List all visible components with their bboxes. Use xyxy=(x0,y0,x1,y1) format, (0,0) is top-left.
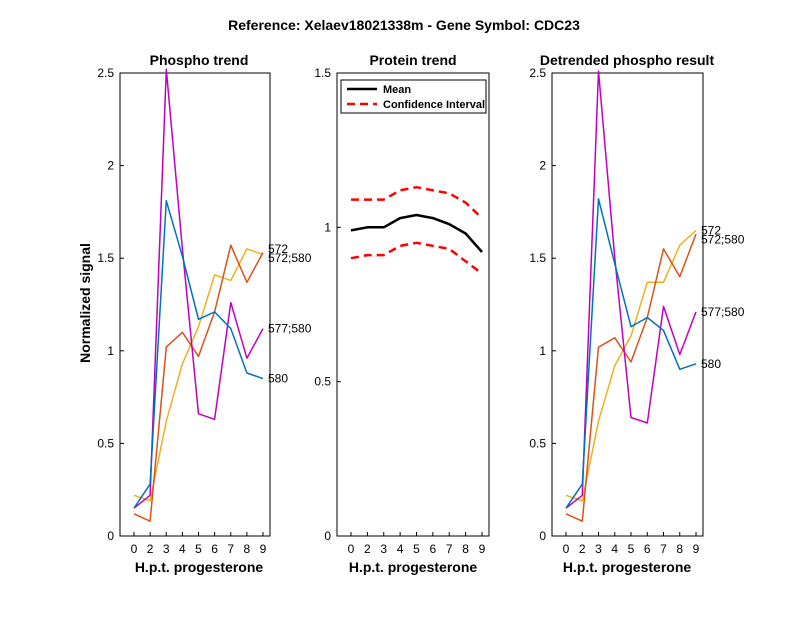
detrended-phospho-title: Detrended phospho result xyxy=(540,52,715,68)
detrended-end-label: 572 xyxy=(701,223,721,237)
detrended-series-580-line xyxy=(565,198,697,509)
detrended-y-tick-label: 1.5 xyxy=(529,251,546,265)
legend-mean-label: Mean xyxy=(383,84,411,96)
detrended-x-tick-label: 2 xyxy=(579,542,586,556)
phospho-x-tick-label: 7 xyxy=(227,542,234,556)
detrended-phospho-xlabel: H.p.t. progesterone xyxy=(563,559,692,575)
phospho-x-tick-label: 0 xyxy=(131,542,138,556)
phospho-trend-title: Phospho trend xyxy=(150,52,249,68)
phospho-end-label: 577;580 xyxy=(268,322,312,336)
phospho-x-tick-label: 3 xyxy=(163,542,170,556)
detrended-axes-box xyxy=(551,72,704,537)
phospho-end-label: 580 xyxy=(268,372,288,386)
phospho-x-tick-label: 8 xyxy=(244,542,251,556)
detrended-x-tick-label: 4 xyxy=(611,542,618,556)
detrended-series-572-580-line xyxy=(565,233,697,522)
phospho-trend-xlabel: H.p.t. progesterone xyxy=(135,559,264,575)
protein-axes-box xyxy=(336,72,490,537)
detrended-y-tick-label: 2.5 xyxy=(529,66,546,80)
phospho-x-tick-label: 6 xyxy=(211,542,218,556)
protein-y-tick-label: 0.5 xyxy=(314,375,331,389)
protein-trend-xlabel: H.p.t. progesterone xyxy=(349,559,478,575)
protein-series-confidence-interval-line xyxy=(351,185,483,220)
phospho-trend-panel: Phospho trend H.p.t. progesterone Normal… xyxy=(77,52,312,575)
protein-x-tick-label: 0 xyxy=(348,542,355,556)
protein-x-tick-label: 7 xyxy=(446,542,453,556)
protein-y-tick-label: 1 xyxy=(324,220,331,234)
protein-x-tick-label: 3 xyxy=(380,542,387,556)
detrended-phospho-panel: Detrended phospho result H.p.t. progeste… xyxy=(529,52,744,575)
phospho-axes-box xyxy=(119,72,271,537)
protein-x-tick-label: 4 xyxy=(397,542,404,556)
protein-y-tick-label: 0 xyxy=(324,529,331,543)
phospho-y-tick-label: 0 xyxy=(107,529,114,543)
phospho-y-tick-label: 1 xyxy=(107,344,114,358)
figure-suptitle: Reference: Xelaev18021338m - Gene Symbol… xyxy=(228,17,580,33)
phospho-y-tick-label: 2.5 xyxy=(97,66,114,80)
detrended-end-label: 577;580 xyxy=(701,305,745,319)
phospho-x-tick-label: 9 xyxy=(260,542,267,556)
detrended-series-572-line xyxy=(565,229,697,502)
phospho-y-tick-label: 0.5 xyxy=(97,436,114,450)
protein-x-tick-label: 2 xyxy=(364,542,371,556)
detrended-end-label: 580 xyxy=(701,357,721,371)
protein-trend-title: Protein trend xyxy=(369,52,456,68)
detrended-y-tick-label: 1 xyxy=(539,344,546,358)
detrended-x-tick-label: 8 xyxy=(676,542,683,556)
phospho-end-label: 572 xyxy=(268,242,288,256)
detrended-x-tick-label: 0 xyxy=(563,542,570,556)
protein-trend-panel: Protein trend H.p.t. progesterone Mean C… xyxy=(314,52,490,575)
protein-x-tick-label: 8 xyxy=(462,542,469,556)
phospho-trend-ylabel: Normalized signal xyxy=(77,243,93,363)
legend-box xyxy=(340,79,487,114)
phospho-x-tick-label: 2 xyxy=(147,542,154,556)
protein-x-tick-label: 6 xyxy=(430,542,437,556)
detrended-y-tick-label: 0 xyxy=(539,529,546,543)
phospho-x-tick-label: 5 xyxy=(195,542,202,556)
detrended-series-577-580-line xyxy=(565,70,697,509)
phospho-end-label: 572;580 xyxy=(268,251,312,265)
legend-ci-label: Confidence Interval xyxy=(383,99,485,111)
phospho-x-tick-label: 4 xyxy=(179,542,186,556)
phospho-series-577-580-line xyxy=(133,68,264,509)
detrended-x-tick-label: 7 xyxy=(660,542,667,556)
phospho-series-572-580-line xyxy=(133,244,264,522)
protein-y-tick-label: 1.5 xyxy=(314,66,331,80)
detrended-y-tick-label: 2 xyxy=(539,159,546,173)
phospho-y-tick-label: 1.5 xyxy=(97,251,114,265)
protein-trend-legend: Mean Confidence Interval xyxy=(340,79,487,114)
detrended-x-tick-label: 3 xyxy=(595,542,602,556)
detrended-x-tick-label: 6 xyxy=(644,542,651,556)
detrended-end-label: 572;580 xyxy=(701,233,745,247)
protein-series-mean-line xyxy=(350,213,483,253)
protein-x-tick-label: 9 xyxy=(479,542,486,556)
phospho-series-572-line xyxy=(133,248,264,502)
phospho-y-tick-label: 2 xyxy=(107,159,114,173)
detrended-y-tick-label: 0.5 xyxy=(529,436,546,450)
detrended-x-tick-label: 5 xyxy=(628,542,635,556)
phospho-series-580-line xyxy=(133,200,264,509)
protein-series-confidence-interval-lower-line xyxy=(350,241,483,275)
protein-x-tick-label: 5 xyxy=(413,542,420,556)
detrended-x-tick-label: 9 xyxy=(693,542,700,556)
